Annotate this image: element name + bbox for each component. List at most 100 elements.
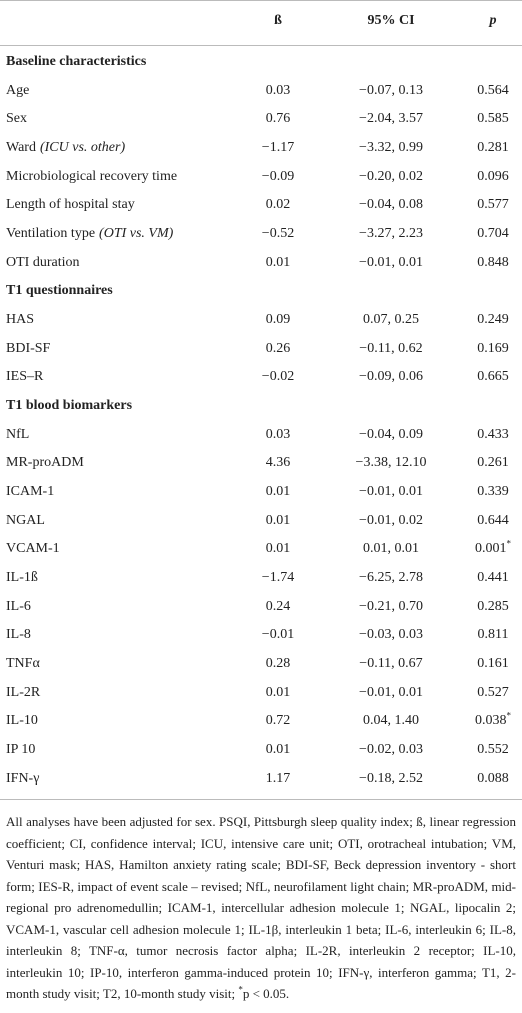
label-text: BDI-SF [6, 340, 51, 356]
column-header: 95% CI [367, 13, 415, 28]
p-value: 0.249 [477, 312, 509, 328]
header-rule [0, 45, 522, 46]
p-value: 0.577 [477, 197, 509, 213]
section-title: T1 blood biomarkers [6, 398, 133, 414]
label-text: Ward [6, 140, 36, 155]
p-value: 0.096 [477, 168, 509, 184]
row-label: ICAM-1 [6, 482, 54, 502]
beta-value: 0.01 [265, 484, 291, 500]
beta-value: 0.02 [265, 197, 291, 213]
beta-value: 0.01 [265, 684, 291, 700]
beta-value: 0.01 [265, 512, 291, 528]
beta-value: 0.03 [265, 426, 291, 442]
row-label: OTI duration [6, 253, 79, 273]
beta-value: 0.24 [265, 598, 291, 614]
p-value: 0.169 [477, 340, 509, 356]
p-value-cell: 0.261 [433, 453, 522, 473]
p-value-cell: 0.585 [433, 109, 522, 129]
row-label: HAS [6, 310, 34, 330]
label-text: IFN-γ [6, 770, 40, 786]
ci-value: −0.03, 0.03 [359, 627, 423, 643]
row-label: Ward (ICU vs. other) [6, 138, 125, 158]
p-value-cell: 0.577 [433, 195, 522, 215]
significance-mark: * [506, 710, 512, 721]
p-value-cell: 0.088 [433, 769, 522, 789]
ci-value: −0.21, 0.70 [359, 598, 423, 614]
beta-value: −0.52 [261, 226, 295, 242]
label-text: Sex [6, 111, 27, 127]
label-text: IL-2R [6, 684, 41, 700]
ci-value: −0.01, 0.01 [359, 484, 423, 500]
ci-value: −0.01, 0.02 [359, 512, 423, 528]
row-label: IL-6 [6, 597, 31, 617]
p-value-cell: 0.161 [433, 654, 522, 674]
ci-value: −3.27, 2.23 [359, 226, 423, 242]
ci-value: −3.32, 0.99 [359, 140, 423, 155]
beta-value: 0.01 [265, 541, 291, 557]
label-text: OTI duration [6, 254, 80, 270]
row-label: IL-1ß [6, 568, 38, 588]
p-value: 0.585 [477, 111, 509, 127]
p-value: 0.564 [477, 82, 509, 98]
ci-value: −0.02, 0.03 [359, 742, 423, 758]
ci-value: −6.25, 2.78 [359, 570, 423, 586]
footnote-text: All analyses have been adjusted for sex.… [6, 814, 516, 1001]
label-text: NGAL [6, 512, 45, 528]
beta-value: −0.09 [261, 168, 295, 184]
beta-value: −1.17 [261, 140, 295, 155]
label-text: IES–R [6, 369, 44, 385]
section-title: Baseline characteristics [6, 54, 147, 69]
p-value-cell: 0.433 [433, 425, 522, 445]
beta-value: 0.09 [265, 312, 291, 328]
label-text: TNFα [6, 656, 40, 672]
label-text: IL-6 [6, 598, 31, 614]
p-value-cell: 0.096 [433, 167, 522, 187]
footnote-mark: * [238, 984, 243, 995]
beta-value: 0.03 [265, 82, 291, 98]
ci-value: −0.04, 0.08 [359, 197, 423, 213]
row-label: TNFα [6, 654, 40, 674]
beta-value: 0.26 [265, 340, 291, 356]
label-text: VCAM-1 [6, 541, 60, 557]
p-value-cell: 0.564 [433, 81, 522, 101]
row-label: BDI-SF [6, 339, 50, 359]
p-value-cell: 0.848 [433, 253, 522, 273]
row-label: IL-2R [6, 683, 40, 703]
p-value: 0.811 [477, 627, 509, 643]
ci-value: −0.01, 0.01 [359, 254, 423, 270]
ci-value: −0.18, 2.52 [359, 770, 423, 786]
p-value: 0.552 [477, 742, 509, 758]
beta-value: 0.28 [265, 656, 291, 672]
p-value: 0.644 [477, 512, 509, 528]
ci-value: −0.11, 0.67 [359, 656, 423, 672]
row-label: Age [6, 81, 29, 101]
p-value-cell: 0.644 [433, 511, 522, 531]
section-title: T1 questionnaires [6, 283, 113, 299]
row-label: IFN-γ [6, 769, 39, 789]
row-label: IES–R [6, 367, 43, 387]
ci-value: −0.20, 0.02 [359, 168, 423, 184]
beta-value: 0.76 [265, 111, 291, 127]
p-value-cell: 0.001* [433, 539, 522, 559]
p-value: 0.527 [477, 684, 509, 700]
label-text: MR-proADM [6, 455, 84, 471]
p-value: 0.001 [475, 541, 507, 557]
beta-value: −0.02 [261, 369, 295, 385]
row-label: NfL [6, 425, 29, 445]
beta-value: −1.74 [261, 570, 295, 586]
beta-value: 4.36 [265, 455, 291, 471]
p-value-cell: 0.441 [433, 568, 522, 588]
p-value-cell: 0.038* [433, 711, 522, 731]
column-header: ß [274, 13, 282, 28]
beta-value: 1.17 [265, 770, 291, 786]
footnote: All analyses have been adjusted for sex.… [6, 811, 516, 1005]
p-value: 0.161 [477, 656, 509, 672]
significance-mark: * [506, 538, 512, 549]
column-header: p [489, 13, 497, 28]
label-text: IL-1ß [6, 570, 38, 586]
p-value-cell: 0.665 [433, 367, 522, 387]
ci-value: −0.09, 0.06 [359, 369, 423, 385]
label-text: Ventilation type [6, 226, 96, 242]
row-label: Sex [6, 109, 27, 129]
